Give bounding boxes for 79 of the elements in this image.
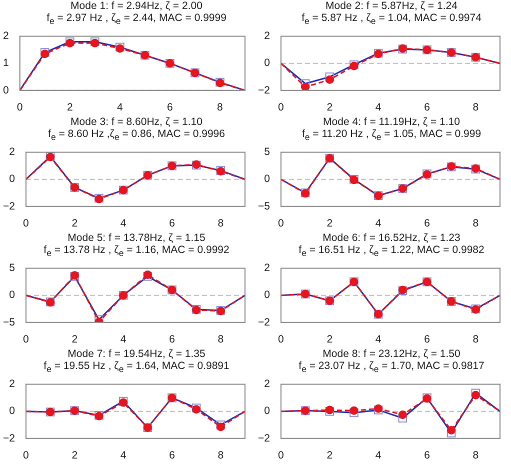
chart-subtitle: f$_{e}$ = 2.97 Hz , ζ$_{e}$ = 2.44, MAC = 0.9999 <box>46 12 228 28</box>
x-tick-label: 2 <box>326 102 333 114</box>
chart-title: Mode 5: f = 13.78Hz, ζ = 1.15 <box>66 232 206 244</box>
x-tick-label: 4 <box>375 102 382 114</box>
y-tick-label: 0 <box>9 173 16 186</box>
chart-title: Mode 2: f = 5.87Hz, ζ = 1.24 <box>324 0 458 12</box>
x-tick-label: 8 <box>218 334 224 346</box>
x-tick-label: 8 <box>218 218 224 230</box>
x-tick-label: 4 <box>375 450 382 462</box>
x-tick-label: 0 <box>278 218 284 230</box>
y-tick-label: −2 <box>258 432 270 444</box>
chart-title: Mode 8: f = 23.12Hz, ζ = 1.50 <box>322 348 462 360</box>
x-tick-label: 6 <box>424 334 430 346</box>
y-tick-label: 0 <box>264 405 270 418</box>
chart-subtitle: f$_{e}$ = 5.87 Hz , ζ$_{e}$ = 1.04, MAC = 0.9974 <box>300 12 482 28</box>
x-tick-label: 0 <box>278 334 284 346</box>
x-tick-label: 6 <box>169 450 176 462</box>
y-tick-label: 0 <box>9 405 16 418</box>
y-tick-label: 5 <box>9 262 16 274</box>
x-tick-label: 6 <box>424 102 430 114</box>
chart-subtitle: f$_{e}$ = 19.55 Hz , ζ$_{e}$ = 1.64, MAC = 0.9891 <box>42 360 230 376</box>
chart-title: Mode 1: f = 2.94Hz, ζ = 2.00 <box>70 0 204 12</box>
y-tick-label: −2 <box>258 316 270 328</box>
x-tick-label: 0 <box>278 102 284 114</box>
x-tick-label: 8 <box>472 102 479 114</box>
y-tick-label: 0 <box>264 289 270 302</box>
y-tick-label: 2 <box>2 30 9 42</box>
y-tick-label: −2 <box>258 84 270 96</box>
y-tick-label: −2 <box>2 432 16 444</box>
x-tick-label: 0 <box>23 218 30 230</box>
chart-title: Mode 6: f = 16.52Hz, ζ = 1.23 <box>322 232 462 244</box>
chart-subtitle: f$_{e}$ = 8.60 Hz ,ζ$_{e}$ = 0.86, MAC = 0.9996 <box>47 128 226 144</box>
y-tick-label: 2 <box>9 146 16 158</box>
y-tick-label: 2 <box>9 378 16 390</box>
x-tick-label: 4 <box>375 334 382 346</box>
chart-title: Mode 7: f = 19.54Hz, ζ = 1.35 <box>66 348 206 360</box>
chart-subtitle: f$_{e}$ = 16.51 Hz , ζ$_{e}$ = 1.22, MAC = 0.9982 <box>298 244 486 260</box>
x-tick-label: 2 <box>72 218 78 230</box>
y-tick-label: −2 <box>2 200 16 212</box>
chart-subtitle: f$_{e}$ = 13.78 Hz , ζ$_{e}$ = 1.16, MAC = 0.9992 <box>42 244 230 260</box>
x-tick-label: 0 <box>278 450 284 462</box>
x-tick-label: 6 <box>169 334 176 346</box>
x-tick-label: 6 <box>167 102 174 114</box>
x-tick-label: 4 <box>120 218 126 230</box>
y-tick-label: 1 <box>2 57 9 70</box>
x-tick-label: 2 <box>326 218 333 230</box>
y-tick-label: 2 <box>264 378 270 390</box>
chart-title: Mode 4: f = 11.19Hz, ζ = 1.10 <box>322 116 461 128</box>
x-tick-label: 2 <box>72 450 78 462</box>
x-tick-label: 2 <box>326 450 333 462</box>
x-tick-label: 4 <box>116 102 123 114</box>
y-tick-label: 0 <box>9 289 16 302</box>
x-tick-label: 6 <box>424 450 430 462</box>
x-tick-label: 2 <box>72 334 78 346</box>
x-tick-label: 0 <box>23 334 30 346</box>
y-tick-label: 5 <box>264 146 270 158</box>
x-tick-label: 6 <box>424 218 430 230</box>
y-tick-label: 2 <box>264 262 270 274</box>
x-tick-label: 4 <box>375 218 382 230</box>
x-tick-label: 8 <box>218 450 224 462</box>
y-tick-label: −5 <box>258 200 270 212</box>
x-tick-label: 6 <box>169 218 176 230</box>
y-tick-label: 2 <box>264 30 270 42</box>
x-tick-label: 8 <box>472 334 479 346</box>
x-tick-label: 8 <box>472 218 479 230</box>
y-tick-label: 0 <box>264 57 270 70</box>
x-tick-label: 4 <box>120 334 126 346</box>
y-tick-label: 0 <box>264 173 270 186</box>
x-tick-label: 8 <box>472 450 479 462</box>
y-tick-label: 0 <box>2 84 9 96</box>
chart-title: Mode 3: f = 8.60Hz, ζ = 1.10 <box>70 116 204 128</box>
x-tick-label: 2 <box>66 102 73 114</box>
x-tick-label: 8 <box>217 102 224 114</box>
chart-subtitle: f$_{e}$ = 11.20 Hz , ζ$_{e}$ = 1.05, MAC = 0.999 <box>300 128 482 144</box>
chart-subtitle: f$_{e}$ = 23.07 Hz , ζ$_{e}$ = 1.70, MAC = 0.9817 <box>298 360 486 376</box>
x-tick-label: 4 <box>120 450 126 462</box>
x-tick-label: 2 <box>326 334 333 346</box>
y-tick-label: −5 <box>2 316 16 328</box>
x-tick-label: 0 <box>23 450 30 462</box>
